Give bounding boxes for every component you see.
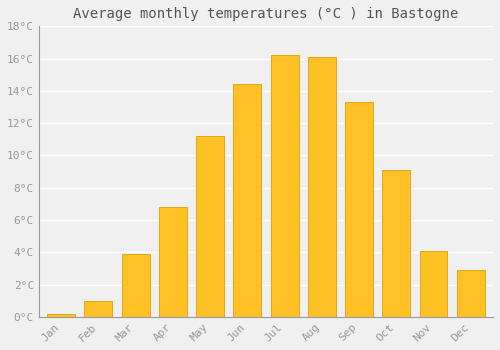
Bar [234,84,262,317]
Bar [196,136,224,317]
Bar [382,170,410,317]
Bar [308,57,336,317]
Bar [420,251,448,317]
Bar [159,207,187,317]
Title: Average monthly temperatures (°C ) in Bastogne: Average monthly temperatures (°C ) in Ba… [74,7,458,21]
Bar [47,314,75,317]
Bar [122,254,150,317]
Bar [84,301,112,317]
Bar [457,270,484,317]
Bar [270,55,298,317]
Bar [345,102,373,317]
